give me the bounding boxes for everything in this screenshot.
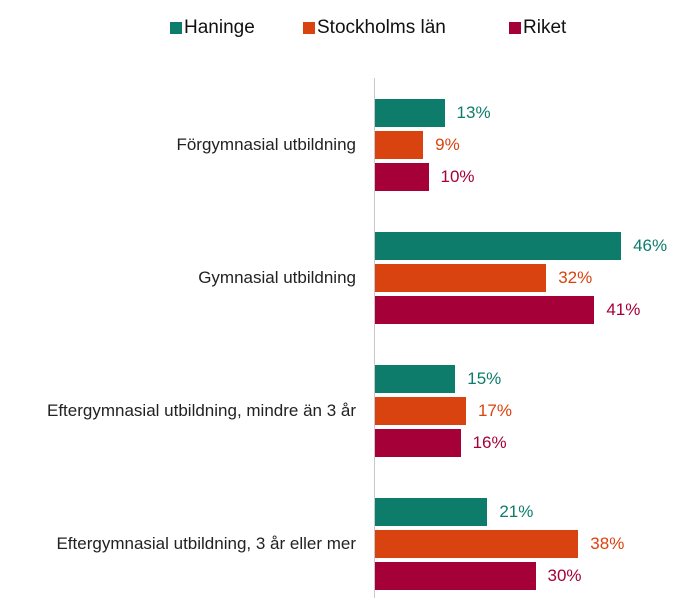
value-label: 46% (633, 236, 668, 255)
legend-label: Stockholms län (317, 17, 446, 38)
value-label: 17% (477, 401, 512, 420)
value-label: 10% (440, 167, 475, 186)
bar (375, 530, 579, 558)
category-label: Förgymnasial utbildning (176, 135, 356, 154)
value-label: 9% (435, 135, 460, 154)
value-label: 15% (467, 369, 502, 388)
category-label: Eftergymnasial utbildning, 3 år eller me… (56, 534, 356, 553)
category-label: Gymnasial utbildning (198, 268, 356, 287)
bar (375, 296, 595, 324)
legend-label: Riket (523, 17, 567, 38)
legend-swatch (303, 22, 315, 34)
bar (375, 131, 424, 159)
bar (375, 365, 456, 393)
legend-swatch (170, 22, 182, 34)
value-label: 30% (547, 566, 582, 585)
value-label: 13% (456, 103, 491, 122)
value-label: 41% (606, 300, 641, 319)
bar (375, 397, 466, 425)
value-label: 16% (472, 433, 507, 452)
category-label: Eftergymnasial utbildning, mindre än 3 å… (47, 401, 356, 420)
legend-label: Haninge (184, 17, 255, 38)
legend-swatch (509, 22, 521, 34)
bar (375, 232, 622, 260)
bar (375, 99, 445, 127)
bar (375, 498, 488, 526)
value-label: 21% (499, 502, 534, 521)
bar (375, 429, 461, 457)
axis-line (374, 78, 375, 598)
bar (375, 163, 429, 191)
bar (375, 264, 547, 292)
value-label: 32% (558, 268, 593, 287)
value-label: 38% (590, 534, 625, 553)
bar (375, 562, 536, 590)
